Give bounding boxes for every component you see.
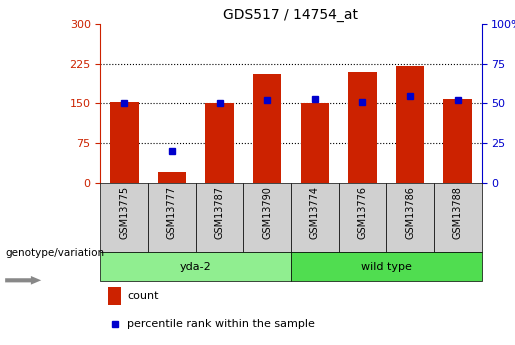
Text: GSM13790: GSM13790 <box>262 186 272 239</box>
Bar <box>110 102 139 183</box>
Bar <box>100 183 148 252</box>
Bar <box>253 75 281 183</box>
Text: GSM13775: GSM13775 <box>119 186 129 239</box>
Text: wild type: wild type <box>361 262 411 272</box>
Text: GSM13787: GSM13787 <box>215 186 225 239</box>
Text: genotype/variation: genotype/variation <box>5 248 104 258</box>
Bar <box>301 104 329 183</box>
Bar <box>291 183 339 252</box>
Bar <box>196 183 244 252</box>
Bar <box>434 183 482 252</box>
Bar <box>386 183 434 252</box>
Bar <box>348 72 376 183</box>
Text: percentile rank within the sample: percentile rank within the sample <box>127 319 315 329</box>
Text: GSM13776: GSM13776 <box>357 186 367 239</box>
Bar <box>108 286 122 305</box>
Title: GDS517 / 14754_at: GDS517 / 14754_at <box>224 8 358 22</box>
Bar <box>243 183 291 252</box>
Bar <box>148 183 196 252</box>
Bar <box>339 183 386 252</box>
Text: GSM13786: GSM13786 <box>405 186 415 239</box>
Text: GSM13774: GSM13774 <box>310 186 320 239</box>
Text: yda-2: yda-2 <box>180 262 212 272</box>
Bar <box>158 172 186 183</box>
Text: GSM13777: GSM13777 <box>167 186 177 239</box>
Bar <box>396 67 424 183</box>
Bar <box>443 99 472 183</box>
Text: count: count <box>127 291 159 301</box>
Bar <box>291 252 482 281</box>
Bar <box>100 252 291 281</box>
Bar <box>205 104 234 183</box>
Text: GSM13788: GSM13788 <box>453 186 462 239</box>
